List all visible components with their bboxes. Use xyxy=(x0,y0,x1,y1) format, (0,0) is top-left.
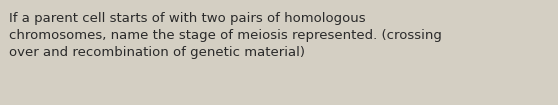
Text: If a parent cell starts of with two pairs of homologous: If a parent cell starts of with two pair… xyxy=(9,12,365,25)
Text: over and recombination of genetic material): over and recombination of genetic materi… xyxy=(9,46,305,59)
Text: chromosomes, name the stage of meiosis represented. (crossing: chromosomes, name the stage of meiosis r… xyxy=(9,29,442,42)
